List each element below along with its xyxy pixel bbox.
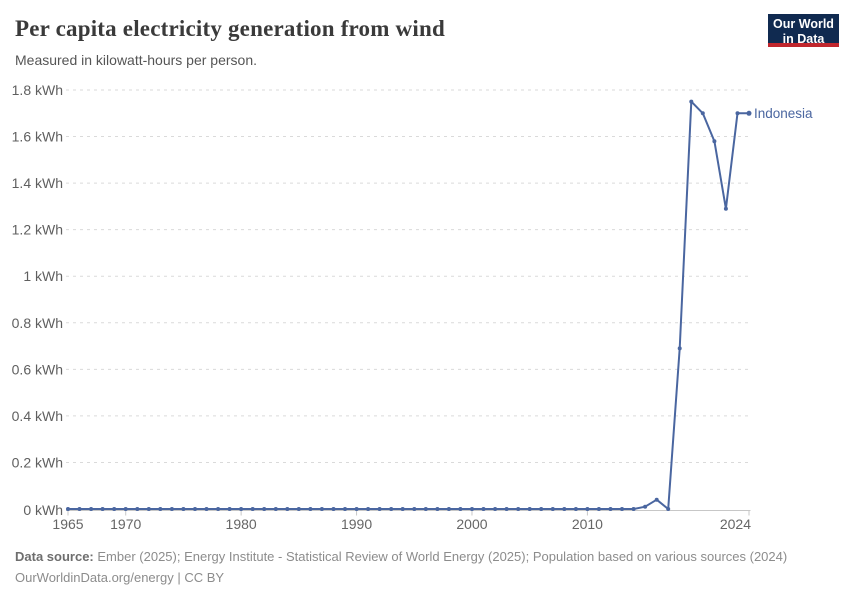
data-point-1981[interactable] [250, 507, 255, 511]
x-tick-label: 2010 [572, 516, 603, 532]
data-point-2005[interactable] [527, 507, 532, 511]
data-point-1982[interactable] [262, 507, 267, 511]
data-point-2000[interactable] [470, 507, 474, 511]
data-point-2004[interactable] [516, 507, 521, 511]
owid-logo-line2: in Data [782, 32, 825, 46]
data-point-2013[interactable] [620, 507, 624, 511]
owid-link[interactable]: OurWorldinData.org/energy | CC BY [15, 570, 225, 585]
data-point-2010[interactable] [585, 507, 590, 511]
data-point-2023[interactable] [735, 111, 740, 116]
data-point-1970[interactable] [123, 507, 128, 511]
data-point-2008[interactable] [562, 507, 567, 511]
data-point-2001[interactable] [481, 507, 486, 511]
data-point-1987[interactable] [319, 507, 324, 511]
chart-canvas: 0 kWh 0.2 kWh 0.4 kWh 0.6 kWh 0.8 kWh 1 kWh 1.… [12, 82, 813, 532]
owid-logo-line1: Our World [773, 17, 834, 31]
data-point-1966[interactable] [77, 507, 82, 511]
data-point-1989[interactable] [343, 507, 347, 511]
x-tick-label: 1990 [341, 516, 372, 532]
data-point-2017[interactable] [666, 507, 671, 511]
y-tick-label: 0 kWh [23, 502, 63, 518]
data-source-line: Data source: Ember (2025); Energy Instit… [15, 546, 835, 567]
y-tick-label: 1.6 kWh [12, 129, 63, 145]
data-point-1971[interactable] [135, 507, 140, 511]
data-point-2007[interactable] [550, 507, 555, 511]
data-point-2015[interactable] [643, 504, 648, 509]
data-point-1990[interactable] [354, 507, 359, 511]
data-point-1969[interactable] [112, 507, 117, 511]
entity-label-indonesia[interactable]: Indonesia [754, 106, 813, 121]
chart-footer: Data source: Ember (2025); Energy Instit… [15, 546, 835, 588]
x-tick-label: 1980 [226, 516, 257, 532]
data-point-2016[interactable] [654, 497, 659, 502]
x-tick-label: 2024 [720, 516, 751, 532]
data-point-2018[interactable] [677, 346, 682, 351]
data-point-1995[interactable] [412, 507, 417, 511]
data-point-1973[interactable] [158, 507, 163, 511]
data-point-1998[interactable] [446, 507, 451, 511]
data-point-1991[interactable] [366, 507, 371, 511]
data-point-1986[interactable] [308, 507, 313, 511]
data-point-2019[interactable] [689, 99, 694, 104]
data-point-1996[interactable] [423, 507, 428, 511]
data-point-1997[interactable] [435, 507, 440, 511]
data-point-1985[interactable] [296, 507, 301, 511]
x-tick-label: 1970 [110, 516, 141, 532]
data-point-1978[interactable] [216, 507, 221, 511]
data-point-1984[interactable] [285, 507, 290, 511]
data-point-2014[interactable] [631, 507, 636, 511]
y-tick-label: 1.4 kWh [12, 175, 63, 191]
data-point-1965[interactable] [66, 507, 70, 511]
y-tick-label: 0.2 kWh [12, 454, 63, 470]
data-point-1977[interactable] [204, 507, 209, 511]
data-point-2003[interactable] [504, 507, 509, 511]
y-tick-label: 0.8 kWh [12, 315, 63, 331]
page-title: Per capita electricity generation from w… [15, 16, 445, 41]
data-point-2002[interactable] [493, 507, 498, 511]
data-point-2021[interactable] [712, 139, 717, 144]
data-point-2006[interactable] [539, 507, 544, 511]
chart-subtitle: Measured in kilowatt-hours per person. [15, 52, 258, 68]
series-indonesia[interactable] [66, 99, 752, 511]
data-source-text: Ember (2025); Energy Institute - Statist… [97, 549, 788, 564]
data-source-label: Data source: [15, 549, 94, 564]
y-tick-label: 1.2 kWh [12, 222, 63, 238]
line-indonesia[interactable] [67, 100, 750, 510]
data-point-1976[interactable] [193, 507, 197, 511]
data-point-1974[interactable] [169, 507, 174, 511]
y-tick-label: 0.6 kWh [12, 361, 63, 377]
data-point-2011[interactable] [596, 507, 601, 511]
data-point-1999[interactable] [458, 507, 463, 511]
data-point-2020[interactable] [700, 111, 705, 116]
data-point-1967[interactable] [89, 507, 94, 511]
data-point-1972[interactable] [146, 507, 151, 511]
owid-logo[interactable]: Our World in Data [768, 14, 839, 47]
data-point-1979[interactable] [227, 507, 232, 511]
data-point-1992[interactable] [377, 507, 382, 511]
y-tick-label: 1.8 kWh [12, 82, 63, 98]
data-point-2009[interactable] [573, 507, 578, 511]
data-point-1983[interactable] [273, 507, 278, 511]
data-point-2012[interactable] [608, 507, 613, 511]
chart-header: Per capita electricity generation from w… [15, 16, 750, 68]
y-tick-label: 0.4 kWh [12, 408, 63, 424]
data-point-2024[interactable] [746, 110, 752, 116]
data-point-1993[interactable] [389, 507, 394, 511]
data-point-1994[interactable] [400, 507, 405, 511]
data-point-1988[interactable] [331, 507, 336, 511]
x-tick-label: 1965 [52, 516, 83, 532]
data-point-2022[interactable] [723, 206, 728, 211]
y-tick-label: 1 kWh [23, 268, 63, 284]
data-point-1975[interactable] [181, 507, 186, 511]
data-point-1980[interactable] [239, 507, 244, 511]
x-tick-label: 2000 [456, 516, 487, 532]
data-point-1968[interactable] [100, 507, 105, 511]
